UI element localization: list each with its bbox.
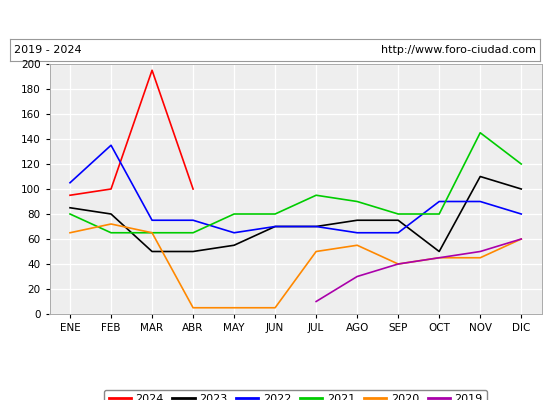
Legend: 2024, 2023, 2022, 2021, 2020, 2019: 2024, 2023, 2022, 2021, 2020, 2019	[104, 390, 487, 400]
Text: Evolucion Nº Turistas Extranjeros en el municipio de Montizón: Evolucion Nº Turistas Extranjeros en el …	[60, 12, 490, 26]
Text: http://www.foro-ciudad.com: http://www.foro-ciudad.com	[381, 45, 536, 55]
Text: 2019 - 2024: 2019 - 2024	[14, 45, 82, 55]
